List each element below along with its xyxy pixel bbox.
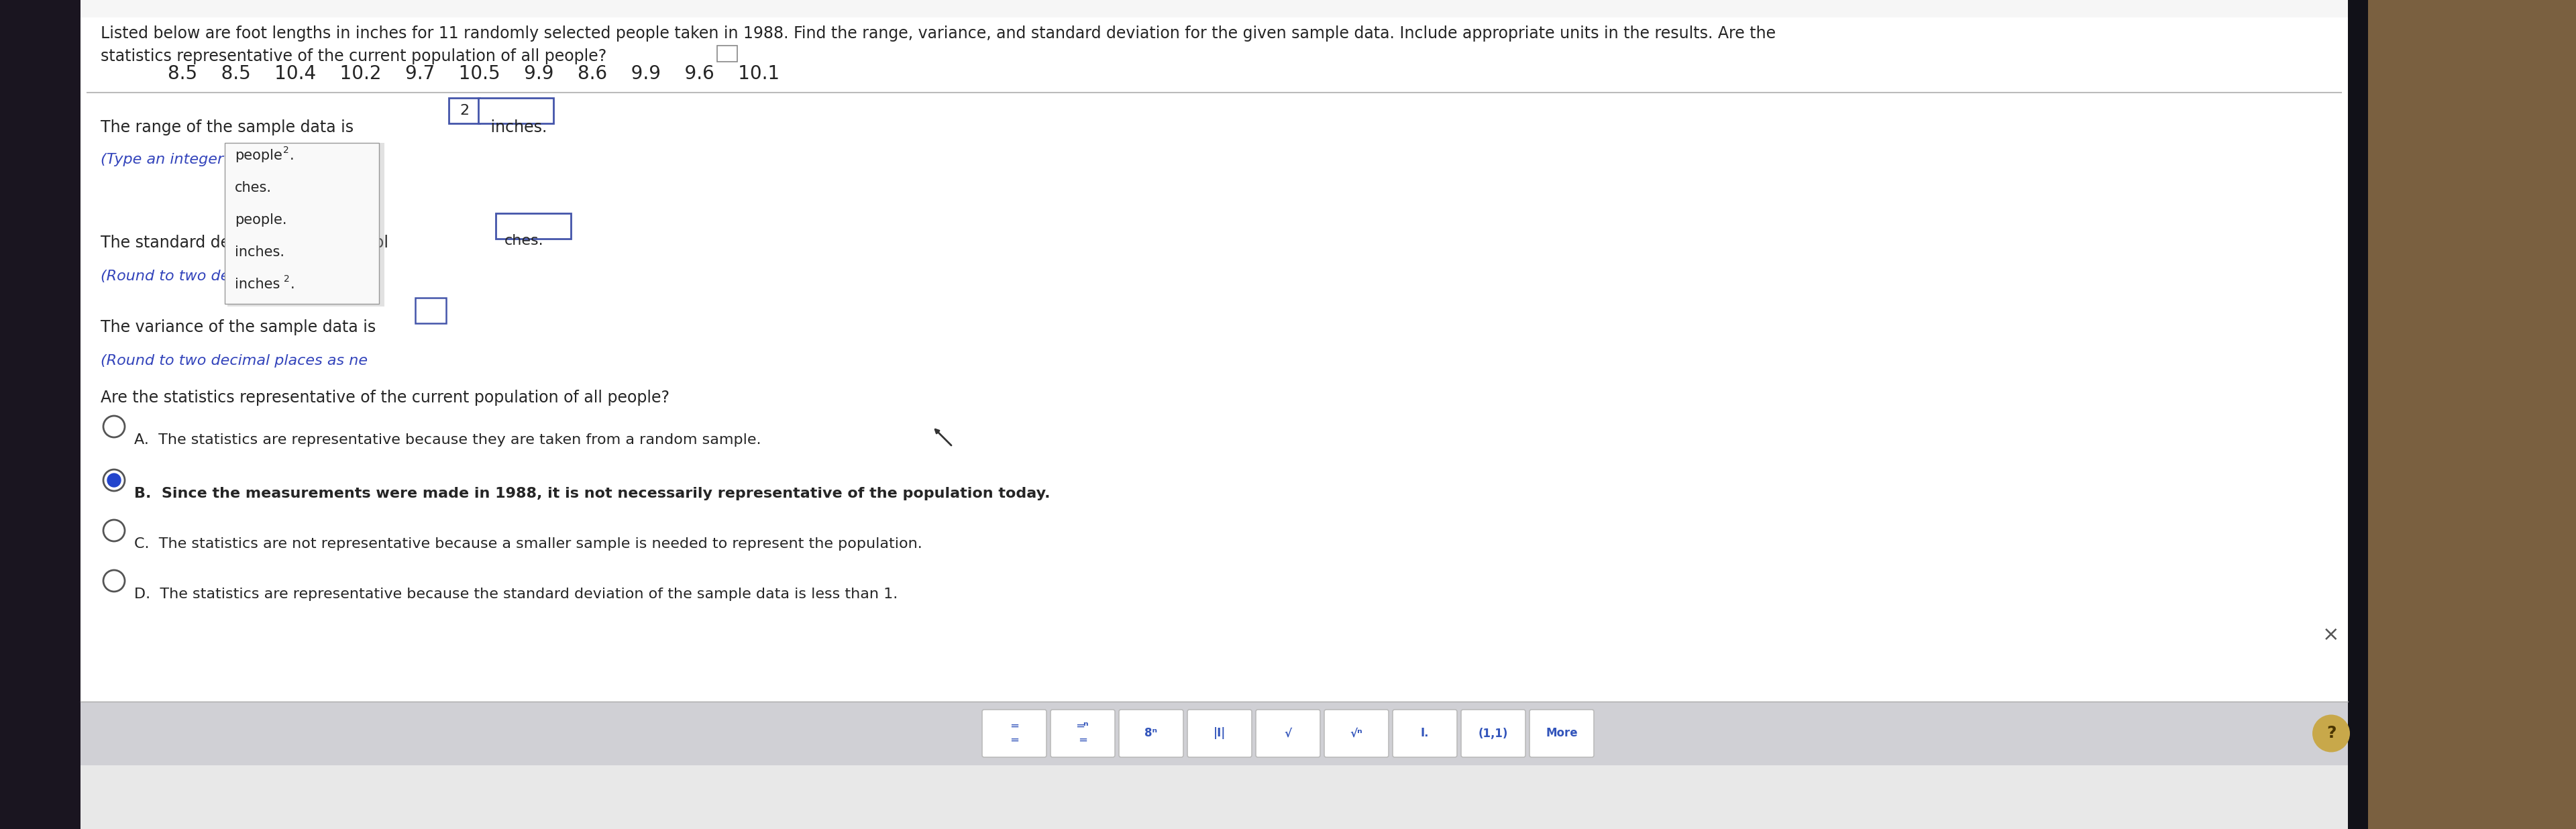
FancyBboxPatch shape: [1530, 710, 1595, 757]
Text: people: people: [234, 149, 283, 162]
Text: A.  The statistics are representative because they are taken from a random sampl: A. The statistics are representative bec…: [134, 434, 760, 447]
FancyBboxPatch shape: [981, 710, 1046, 757]
Text: Are the statistics representative of the current population of all people?: Are the statistics representative of the…: [100, 390, 670, 405]
FancyBboxPatch shape: [227, 143, 384, 307]
Text: inches: inches: [234, 278, 281, 291]
Text: C.  The statistics are not representative because a smaller sample is needed to : C. The statistics are not representative…: [134, 537, 922, 550]
FancyBboxPatch shape: [479, 98, 554, 124]
Text: ═
═: ═ ═: [1010, 720, 1018, 746]
Text: inches.: inches.: [487, 119, 546, 135]
FancyBboxPatch shape: [2367, 0, 2576, 829]
Text: 8ⁿ: 8ⁿ: [1144, 727, 1157, 739]
Text: ═ⁿ
═: ═ⁿ ═: [1077, 720, 1090, 746]
Text: √ⁿ: √ⁿ: [1350, 727, 1363, 739]
FancyBboxPatch shape: [1257, 710, 1319, 757]
Text: More: More: [1546, 727, 1577, 739]
Text: 8.5    8.5    10.4    10.2    9.7    10.5    9.9    8.6    9.9    9.6    10.1: 8.5 8.5 10.4 10.2 9.7 10.5 9.9 8.6 9.9 9…: [167, 65, 781, 83]
Text: (Round to two decimal places as ne: (Round to two decimal places as ne: [100, 354, 368, 367]
Text: (1,1): (1,1): [1479, 727, 1507, 739]
Circle shape: [103, 469, 124, 491]
Text: The range of the sample data is: The range of the sample data is: [100, 119, 358, 135]
FancyBboxPatch shape: [1461, 710, 1525, 757]
Text: |I|: |I|: [1213, 727, 1226, 739]
Text: B.  Since the measurements were made in 1988, it is not necessarily representati: B. Since the measurements were made in 1…: [134, 487, 1051, 501]
Circle shape: [103, 416, 124, 438]
Circle shape: [108, 473, 121, 487]
FancyBboxPatch shape: [1051, 710, 1115, 757]
Text: .: .: [291, 278, 294, 291]
FancyBboxPatch shape: [1118, 710, 1182, 757]
Text: 2: 2: [283, 146, 289, 155]
FancyBboxPatch shape: [415, 298, 446, 323]
Text: ?: ?: [2326, 725, 2336, 741]
Text: .: .: [289, 149, 294, 162]
Circle shape: [103, 520, 124, 541]
FancyBboxPatch shape: [1324, 710, 1388, 757]
Text: ×: ×: [2324, 625, 2339, 644]
FancyBboxPatch shape: [80, 701, 2347, 765]
Text: D.  The statistics are representative because the standard deviation of the samp: D. The statistics are representative bec…: [134, 588, 899, 601]
FancyBboxPatch shape: [716, 46, 737, 61]
FancyBboxPatch shape: [2347, 0, 2367, 829]
Text: (Round to two decimal places as ne: (Round to two decimal places as ne: [100, 269, 368, 283]
Text: 2: 2: [459, 104, 469, 118]
FancyBboxPatch shape: [448, 98, 479, 124]
Text: 2: 2: [283, 274, 289, 284]
FancyBboxPatch shape: [224, 143, 379, 304]
Text: statistics representative of the current population of all people?: statistics representative of the current…: [100, 48, 605, 65]
FancyBboxPatch shape: [1188, 710, 1252, 757]
Text: (Type an integer or a decimal. Do no: (Type an integer or a decimal. Do no: [100, 153, 374, 167]
FancyBboxPatch shape: [495, 213, 572, 239]
Text: ches.: ches.: [234, 181, 270, 195]
Text: I.: I.: [1419, 727, 1430, 739]
Text: Listed below are foot lengths in inches for 11 randomly selected people taken in: Listed below are foot lengths in inches …: [100, 26, 1775, 41]
Text: The variance of the sample data is: The variance of the sample data is: [100, 319, 376, 336]
FancyBboxPatch shape: [80, 0, 2347, 17]
FancyBboxPatch shape: [80, 0, 2347, 765]
FancyBboxPatch shape: [1394, 710, 1458, 757]
Text: The standard deviation of the sampl: The standard deviation of the sampl: [100, 235, 389, 251]
FancyBboxPatch shape: [0, 0, 80, 829]
Text: inches.: inches.: [234, 245, 283, 259]
Text: ches.: ches.: [505, 234, 544, 248]
Text: people.: people.: [234, 213, 286, 226]
Circle shape: [2313, 715, 2349, 752]
Text: √: √: [1285, 727, 1291, 739]
Circle shape: [103, 570, 124, 592]
